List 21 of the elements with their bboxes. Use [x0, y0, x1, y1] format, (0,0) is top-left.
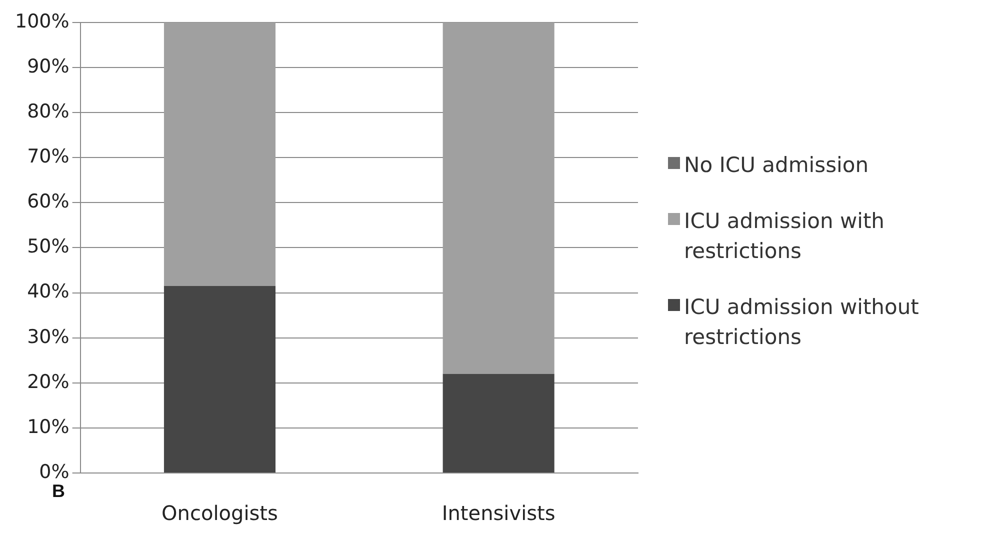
bar [442, 22, 554, 374]
text: B [52, 480, 65, 501]
y-tick-label: 0% [39, 460, 70, 483]
x-tick-label: Intensivists [442, 501, 556, 526]
y-tick-label: 80% [27, 100, 70, 122]
legend-label: ICU admission without restrictions [684, 294, 920, 350]
y-tick-label: 90% [27, 55, 70, 78]
y-tick-label: 10% [27, 416, 70, 438]
y-tick-label: 50% [27, 236, 70, 258]
bar [164, 22, 276, 286]
legend-label: ICU admission with restrictions [684, 208, 886, 264]
y-tick-label: 20% [27, 370, 70, 393]
bar [442, 374, 554, 472]
x-tick-label: Oncologists [162, 501, 278, 526]
y-tick-label: 100% [14, 10, 70, 32]
y-tick-label: 30% [27, 326, 70, 348]
bar [164, 286, 276, 472]
y-tick-label: 60% [27, 190, 70, 213]
y-tick-label: 70% [27, 146, 70, 168]
y-tick-label: 40% [27, 280, 70, 303]
legend-label: No ICU admission [684, 152, 870, 178]
